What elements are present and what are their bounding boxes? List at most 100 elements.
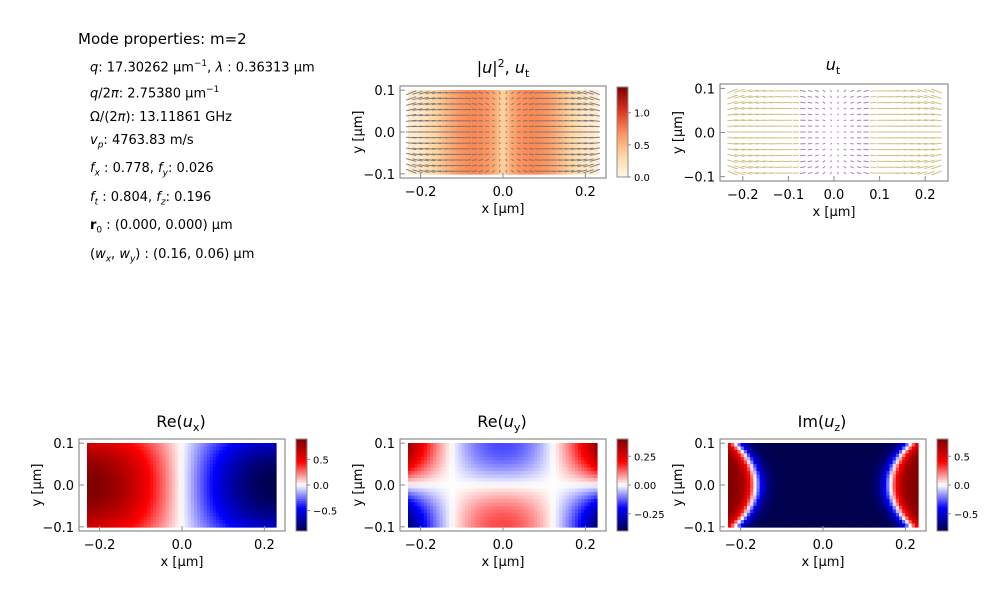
field-cell [156, 509, 161, 514]
field-cell [124, 481, 129, 486]
field-cell [521, 495, 526, 500]
field-cell [436, 160, 441, 165]
field-cell [209, 509, 214, 514]
quiver-arrow [498, 164, 501, 167]
field-cell [156, 467, 161, 472]
field-cell [522, 160, 526, 165]
field-cell [496, 139, 501, 144]
quiver-arrow [492, 108, 495, 111]
field-cell [524, 467, 529, 472]
field-cell [225, 457, 230, 462]
field-cell [411, 104, 415, 109]
field-cell [146, 513, 151, 518]
field-cell [525, 160, 529, 165]
quiver-arrow [910, 154, 921, 157]
field-cell [165, 513, 170, 518]
field-cell [241, 502, 246, 507]
field-cell [194, 485, 198, 490]
quiver-arrow [522, 164, 528, 167]
field-cell [109, 481, 113, 486]
field-cell [131, 443, 135, 448]
field-cell [569, 111, 574, 116]
field-cell [93, 513, 98, 518]
field-cell [124, 485, 129, 490]
field-cell [490, 139, 495, 144]
field-cell [194, 467, 198, 472]
field-cell [247, 485, 252, 490]
field-cell [527, 453, 532, 458]
field-cell [411, 488, 415, 493]
panel-re_ux: −0.2 0.0 0.2−0.10.00.1x [μm]y [μm]Re(ux)−0… [30, 412, 337, 570]
field-cell [480, 457, 485, 462]
field-cell [156, 520, 161, 525]
field-cell [458, 132, 463, 137]
quiver-arrow [425, 91, 436, 95]
field-cell [493, 97, 498, 102]
field-cell [102, 446, 107, 451]
field-cell [153, 457, 157, 462]
field-cell [411, 139, 415, 144]
field-cell [190, 453, 195, 458]
field-cell [109, 443, 113, 448]
field-cell [414, 167, 419, 172]
field-cell [411, 132, 415, 137]
prop-vp: vp: 4763.83 m/s [90, 132, 194, 151]
quiver-arrow [418, 102, 429, 106]
field-cell [445, 478, 450, 483]
quiver-arrow [558, 97, 568, 100]
field-cell [515, 170, 520, 175]
field-cell [102, 516, 107, 521]
field-cell [585, 118, 590, 123]
field-cell [194, 443, 198, 448]
quiver-arrow [800, 95, 806, 98]
field-cell [522, 167, 526, 172]
field-cell [216, 446, 220, 451]
field-cell [87, 453, 91, 458]
field-cell [458, 502, 463, 507]
field-cell [253, 523, 258, 528]
field-cell [448, 502, 453, 507]
field-cell [168, 467, 173, 472]
field-cell [452, 457, 456, 462]
field-cell [506, 90, 510, 95]
field-cell [465, 170, 469, 175]
field-cell [566, 167, 571, 172]
field-cell [522, 100, 526, 105]
field-cell [203, 481, 208, 486]
field-cell [572, 104, 577, 109]
field-cell [109, 485, 113, 490]
field-cell [433, 170, 438, 175]
quiver-arrow [583, 169, 594, 174]
field-cell [112, 443, 116, 448]
field-cell [461, 523, 466, 528]
field-cell [483, 516, 488, 521]
field-cell [594, 125, 599, 130]
field-cell [547, 100, 552, 105]
field-cell [455, 149, 460, 154]
field-cell [209, 520, 214, 525]
field-cell [471, 474, 475, 479]
field-cell [165, 467, 170, 472]
field-cell [465, 111, 469, 116]
field-cell [477, 471, 482, 476]
field-cell [109, 453, 113, 458]
quiver-arrow [829, 142, 833, 145]
field-cell [426, 481, 431, 486]
field-cell [474, 100, 479, 105]
field-cell [499, 139, 504, 144]
field-cell [527, 471, 532, 476]
field-cell [231, 467, 236, 472]
field-cell [496, 118, 501, 123]
field-cell [124, 457, 129, 462]
field-cell [471, 460, 475, 465]
quiver-arrow [830, 165, 832, 169]
quiver-arrow [822, 95, 826, 99]
field-cell [203, 506, 208, 511]
field-cell [430, 506, 434, 511]
field-cell [515, 457, 519, 462]
field-cell [493, 460, 497, 465]
field-cell [477, 513, 482, 518]
quiver-arrow [589, 113, 600, 117]
field-cell [109, 471, 113, 476]
colorbar-segment [296, 443, 307, 447]
